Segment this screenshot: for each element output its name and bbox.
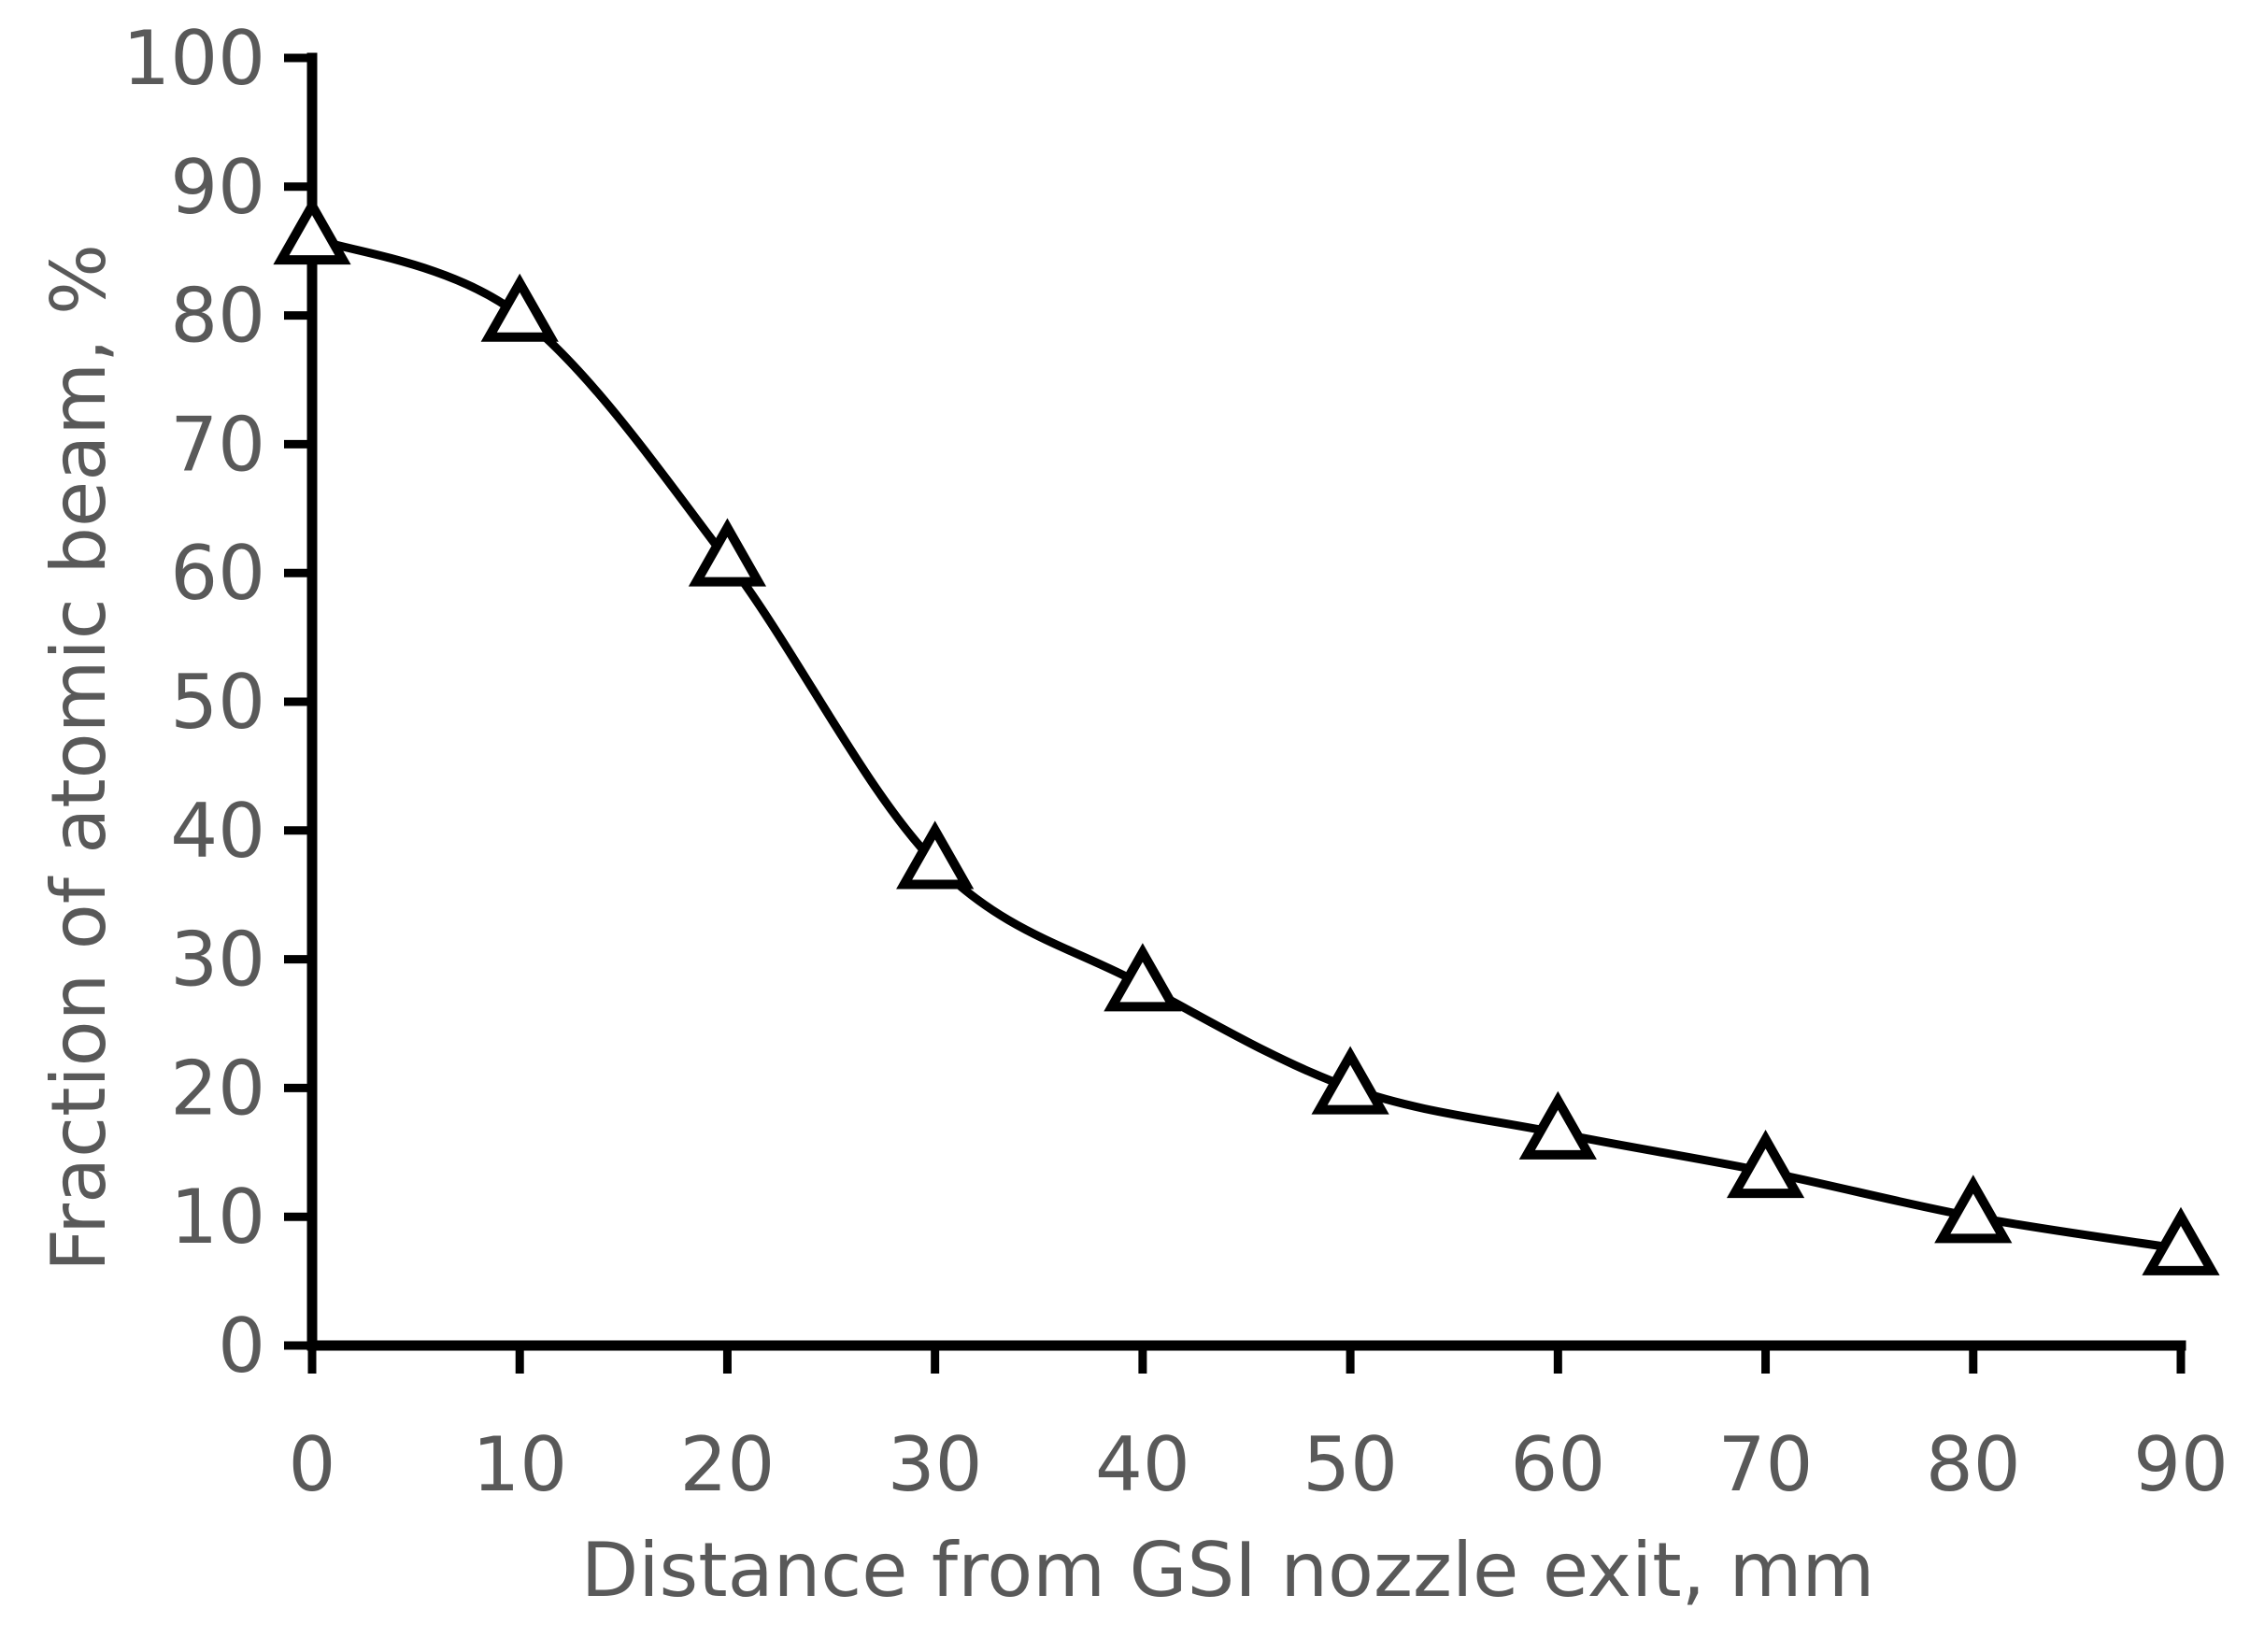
data-markers (273, 196, 2220, 1275)
x-tick-label: 30 (888, 1421, 983, 1508)
y-tick-label: 90 (170, 144, 265, 231)
data-point-marker (273, 196, 351, 265)
y-tick-label: 40 (170, 788, 265, 875)
y-tick-label: 80 (170, 273, 265, 360)
y-tick-label: 100 (122, 15, 265, 102)
x-tick-label: 80 (1926, 1421, 2021, 1508)
x-tick-label: 50 (1303, 1421, 1398, 1508)
y-axis-ticks: 0 10 20 30 40 50 60 70 80 90 100 (122, 15, 312, 1389)
data-point-marker (1934, 1175, 2013, 1244)
x-tick-label: 0 (289, 1421, 336, 1508)
x-tick-label: 20 (680, 1421, 776, 1508)
x-axis-title: Distance from GSI nozzle exit, mm (581, 1527, 1875, 1614)
x-tick-label: 90 (2133, 1421, 2229, 1508)
x-axis-ticks: 0 10 20 30 40 50 60 70 80 90 (289, 1346, 2229, 1508)
x-tick-label: 10 (472, 1421, 567, 1508)
y-tick-label: 60 (170, 530, 265, 617)
data-point-marker (2142, 1206, 2220, 1275)
y-tick-label: 0 (218, 1303, 265, 1389)
y-tick-label: 30 (170, 917, 265, 1004)
y-tick-label: 10 (170, 1174, 265, 1260)
x-tick-label: 60 (1510, 1421, 1605, 1508)
x-tick-label: 40 (1095, 1421, 1190, 1508)
y-tick-label: 50 (170, 659, 265, 746)
y-tick-label: 70 (170, 401, 265, 488)
data-point-marker (688, 518, 767, 587)
data-point-marker (896, 820, 975, 890)
data-point-marker (1104, 943, 1182, 1012)
y-axis-title: Fraction of atomic beam, % (36, 244, 122, 1272)
data-point-marker (1311, 1046, 1389, 1115)
data-point-marker (480, 273, 559, 342)
x-tick-label: 70 (1718, 1421, 1814, 1508)
series-line (307, 234, 2186, 1254)
data-point-marker (1726, 1130, 1805, 1199)
y-tick-label: 20 (170, 1045, 265, 1132)
data-point-marker (1518, 1090, 1597, 1160)
